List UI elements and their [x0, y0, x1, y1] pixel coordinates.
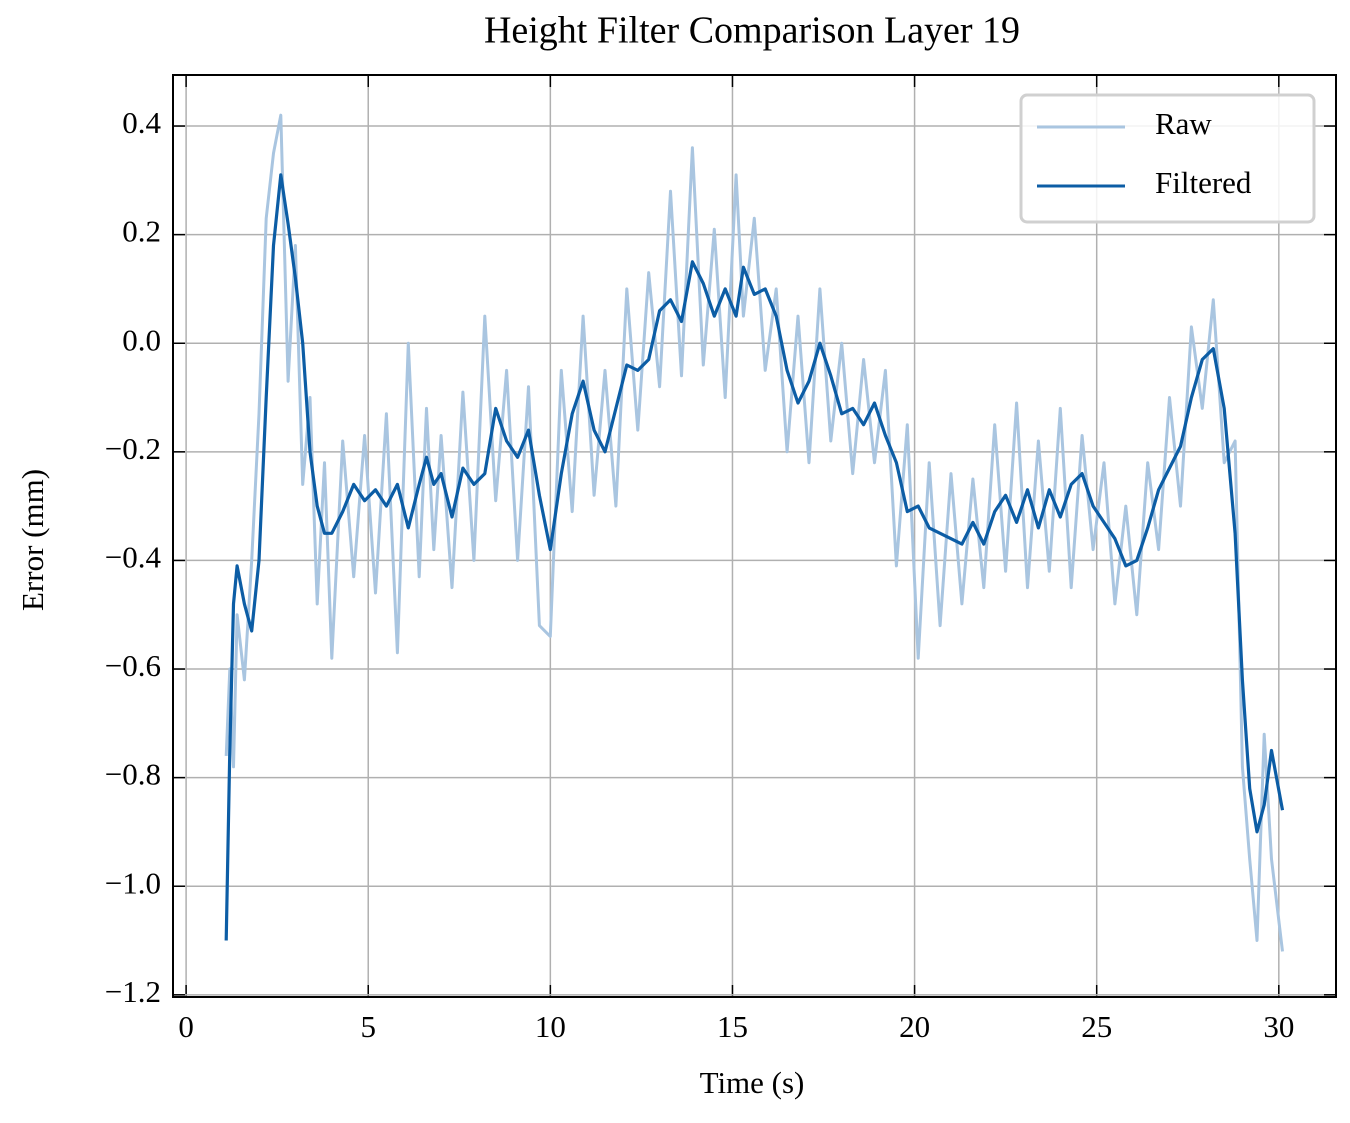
y-tick-label: −1.0 [105, 865, 161, 900]
x-tick-label: 20 [899, 1009, 930, 1044]
legend-label: Filtered [1155, 165, 1252, 200]
y-tick-label: −0.6 [105, 648, 161, 683]
y-tick-label: 0.2 [122, 214, 161, 249]
x-tick-label: 5 [360, 1009, 376, 1044]
series-line [224, 173, 1285, 941]
x-tick-label: 0 [178, 1009, 194, 1044]
y-tick-label: −0.4 [105, 540, 162, 575]
y-axis-label: Error (mm) [15, 469, 50, 611]
y-tick-label: −0.8 [105, 757, 161, 792]
x-tick-label: 10 [535, 1009, 566, 1044]
x-tick-label: 30 [1263, 1009, 1294, 1044]
y-tick-label: −0.2 [105, 431, 161, 466]
chart-title: Height Filter Comparison Layer 19 [484, 10, 1020, 52]
series-line [224, 113, 1284, 952]
x-tick-label: 25 [1081, 1009, 1112, 1044]
legend-label: Raw [1155, 106, 1212, 141]
x-tick-label: 15 [717, 1009, 748, 1044]
y-tick-label: 0.4 [122, 105, 161, 140]
y-tick-label: 0.0 [122, 322, 161, 357]
x-axis-label: Time (s) [700, 1065, 805, 1100]
plot-frame [172, 74, 1337, 998]
y-tick-label: −1.2 [105, 974, 161, 1009]
